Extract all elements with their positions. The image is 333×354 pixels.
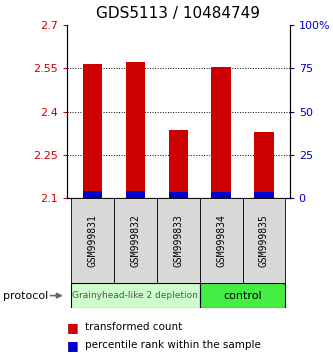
Bar — [254, 193, 274, 198]
Text: control: control — [223, 291, 262, 301]
Text: GSM999831: GSM999831 — [87, 214, 97, 267]
Bar — [254, 132, 274, 198]
Bar — [71, 198, 114, 283]
Bar — [114, 198, 157, 283]
Bar — [211, 193, 231, 198]
Text: percentile rank within the sample: percentile rank within the sample — [85, 340, 261, 350]
Text: GSM999833: GSM999833 — [173, 214, 183, 267]
Text: ■: ■ — [67, 339, 78, 352]
Title: GDS5113 / 10484749: GDS5113 / 10484749 — [96, 6, 260, 21]
Bar — [83, 64, 102, 198]
Bar — [242, 198, 285, 283]
Bar — [126, 191, 145, 198]
Bar — [211, 67, 231, 198]
Text: GSM999832: GSM999832 — [130, 214, 140, 267]
Text: protocol: protocol — [3, 291, 49, 301]
Bar — [83, 191, 102, 198]
Bar — [199, 283, 285, 308]
Bar — [168, 130, 188, 198]
Bar — [199, 198, 242, 283]
Text: transformed count: transformed count — [85, 322, 182, 332]
Bar — [126, 62, 145, 198]
Text: Grainyhead-like 2 depletion: Grainyhead-like 2 depletion — [72, 291, 198, 300]
Text: GSM999835: GSM999835 — [259, 214, 269, 267]
Text: GSM999834: GSM999834 — [216, 214, 226, 267]
Bar — [71, 283, 199, 308]
Text: ■: ■ — [67, 321, 78, 334]
Bar — [157, 198, 199, 283]
Bar — [168, 193, 188, 198]
